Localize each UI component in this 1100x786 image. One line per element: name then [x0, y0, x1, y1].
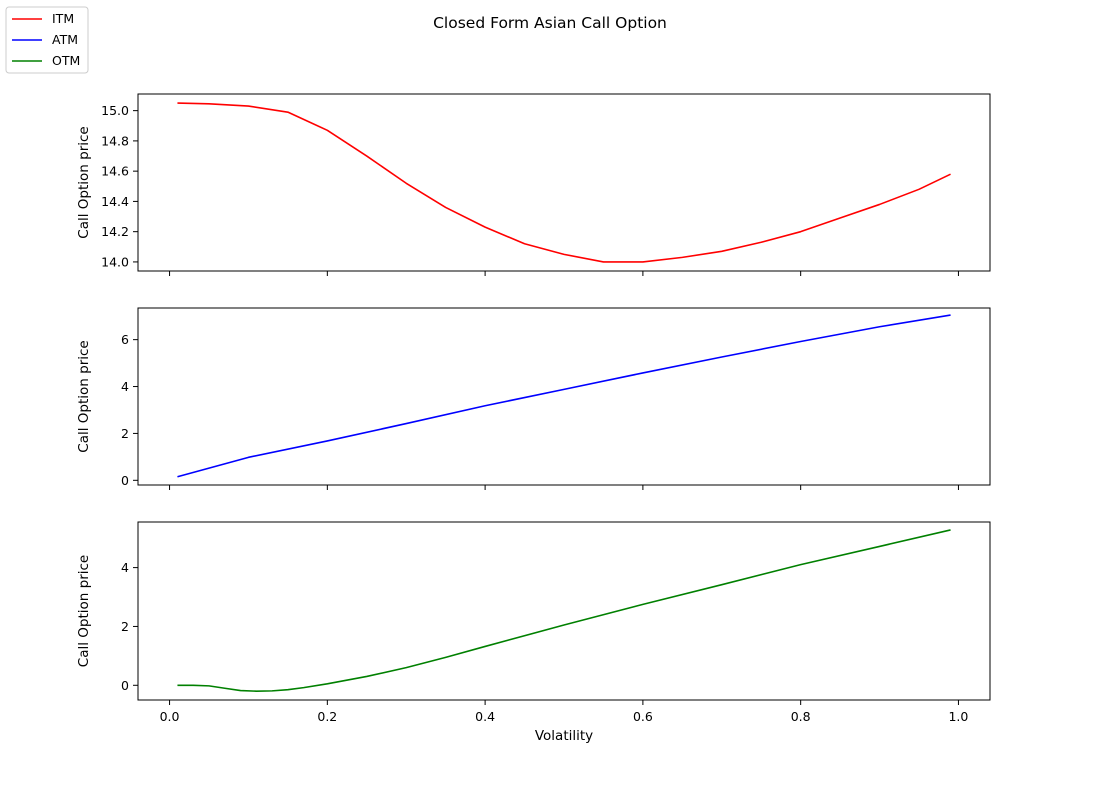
figure-title: Closed Form Asian Call Option — [433, 14, 667, 32]
axes-frame — [137, 93, 991, 272]
x-tick-label: 0.0 — [160, 709, 180, 724]
y-tick-label: 0 — [121, 678, 129, 693]
y-tick-label: 14.8 — [101, 133, 129, 148]
legend-label-atm: ATM — [52, 32, 78, 47]
y-tick-label: 4 — [121, 379, 129, 394]
y-axis-label: Call Option price — [76, 340, 92, 452]
y-axis-label: Call Option price — [76, 126, 92, 238]
subplot-otm: 0 2 4 0.0 0.2 0.4 0.6 0.8 1.0 Call Option price — [76, 521, 991, 724]
y-tick-label: 14.0 — [101, 254, 129, 269]
y-tick-label: 14.4 — [101, 194, 129, 209]
y-tick-label: 0 — [121, 473, 129, 488]
legend-label-otm: OTM — [52, 53, 80, 68]
y-tick-label: 4 — [121, 560, 129, 575]
y-tick-label: 6 — [121, 332, 129, 347]
series-line-itm — [177, 102, 951, 263]
y-tick-label: 2 — [121, 426, 129, 441]
subplot-atm: 0 2 4 6 Call Option price — [76, 307, 991, 490]
y-axis-label: Call Option price — [76, 555, 92, 667]
axes-frame — [137, 521, 991, 701]
legend: ITM ATM OTM — [5, 6, 89, 74]
x-axis-label: Volatility — [535, 728, 593, 744]
y-tick-label: 15.0 — [101, 103, 129, 118]
x-tick-label: 0.6 — [633, 709, 653, 724]
y-tick-label: 14.6 — [101, 164, 129, 179]
legend-label-itm: ITM — [52, 11, 74, 26]
y-tick-label: 14.2 — [101, 224, 129, 239]
y-tick-label: 2 — [121, 619, 129, 634]
subplots: 14.0 14.2 14.4 14.6 14.8 15.0 Call Option pric… — [76, 93, 991, 724]
x-tick-label: 0.8 — [791, 709, 811, 724]
subplot-itm: 14.0 14.2 14.4 14.6 14.8 15.0 Call Option pric… — [76, 93, 991, 276]
series-line-atm — [177, 314, 951, 478]
series-line-otm — [177, 529, 951, 692]
x-tick-label: 0.2 — [317, 709, 337, 724]
legend-frame — [5, 6, 89, 74]
axes-frame — [137, 307, 991, 486]
x-tick-label: 1.0 — [948, 709, 968, 724]
x-tick-label: 0.4 — [475, 709, 495, 724]
